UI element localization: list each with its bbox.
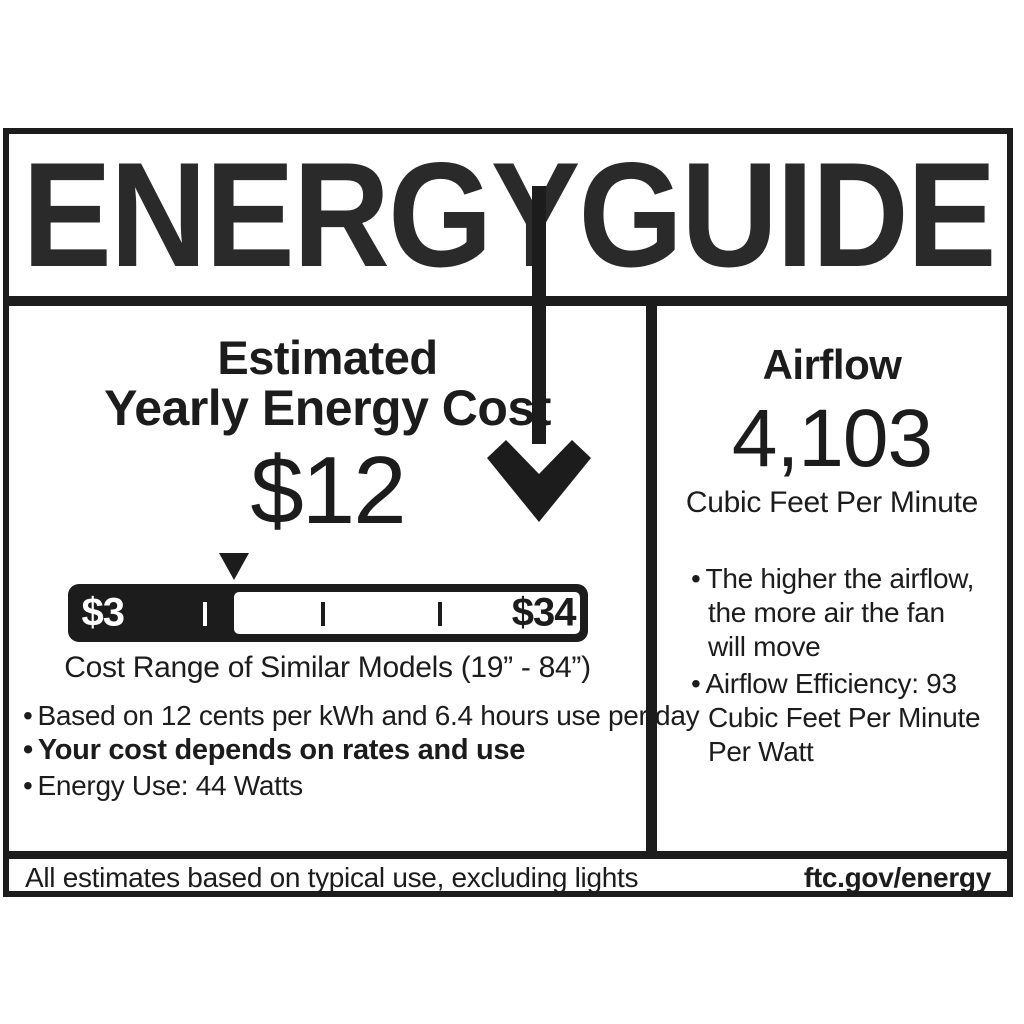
label-footer: All estimates based on typical use, excl…: [9, 851, 1007, 897]
cost-range-bar: $3 $34: [67, 584, 588, 642]
airflow-panel: Airflow 4,103 Cubic Feet Per Minute • The…: [657, 306, 1007, 851]
cost-range-widget: $3 $34: [67, 553, 588, 645]
list-item: • Based on 12 cents per kWh and 6.4 hours…: [23, 699, 700, 733]
list-item-text: Your cost depends on rates and use: [37, 734, 526, 767]
airflow-value: 4,103: [731, 393, 933, 484]
label-body: Estimated Yearly Energy Cost $12 $3 $34 …: [9, 306, 1007, 851]
cost-bullet-list: • Based on 12 cents per kWh and 6.4 hours…: [23, 699, 700, 803]
label-header: ENERGYGUIDE: [9, 134, 1007, 306]
estimated-heading-line2: Yearly Energy Cost: [104, 380, 551, 436]
estimated-yearly-cost-value: $12: [250, 437, 406, 544]
cost-range-tick-3: [437, 602, 442, 626]
bullet-dot-icon: •: [23, 734, 33, 767]
cost-range-pointer-icon: [218, 553, 249, 580]
cost-range-high-label: $34: [511, 590, 577, 635]
airflow-heading: Airflow: [762, 341, 902, 388]
footer-note: All estimates based on typical use, excl…: [25, 862, 639, 893]
list-item: • Your cost depends on rates and use: [23, 733, 646, 768]
energyguide-wordmark: ENERGYGUIDE: [9, 134, 1007, 296]
cost-range-tick-2: [320, 602, 325, 626]
list-item-text: The higher the airflow, the more air the…: [705, 563, 975, 663]
list-item: • Energy Use: 44 Watts: [23, 769, 646, 803]
cost-range-caption: Cost Range of Similar Models (19” - 84”): [64, 651, 591, 684]
cost-range-low-label: $3: [81, 590, 125, 635]
cost-range-bar-inner: [233, 592, 580, 634]
energyguide-wordmark-text: ENERGYGUIDE: [21, 131, 996, 298]
footer-url: ftc.gov/energy: [803, 862, 991, 893]
list-item: • The higher the airflow, the more air th…: [691, 562, 989, 664]
airflow-bullet-list: • The higher the airflow, the more air th…: [691, 562, 989, 769]
energyguide-label: ENERGYGUIDE Estimated Yearly Energy Cost…: [3, 128, 1013, 897]
list-item-text: Based on 12 cents per kWh and 6.4 hours …: [37, 700, 700, 731]
cost-range-tick-1: [202, 602, 207, 626]
bullet-dot-icon: •: [23, 769, 33, 801]
bullet-dot-icon: •: [691, 667, 701, 699]
list-item-text: Airflow Efficiency: 93 Cubic Feet Per Mi…: [705, 667, 981, 767]
panel-divider: [646, 306, 657, 851]
list-item: • Airflow Efficiency: 93 Cubic Feet Per M…: [691, 667, 989, 769]
bullet-dot-icon: •: [23, 700, 33, 731]
list-item-text: Energy Use: 44 Watts: [37, 769, 304, 801]
bullet-dot-icon: •: [691, 563, 701, 595]
airflow-unit-label: Cubic Feet Per Minute: [685, 486, 979, 520]
cost-panel: Estimated Yearly Energy Cost $12 $3 $34 …: [9, 306, 700, 851]
estimated-heading-line1: Estimated: [217, 331, 438, 384]
